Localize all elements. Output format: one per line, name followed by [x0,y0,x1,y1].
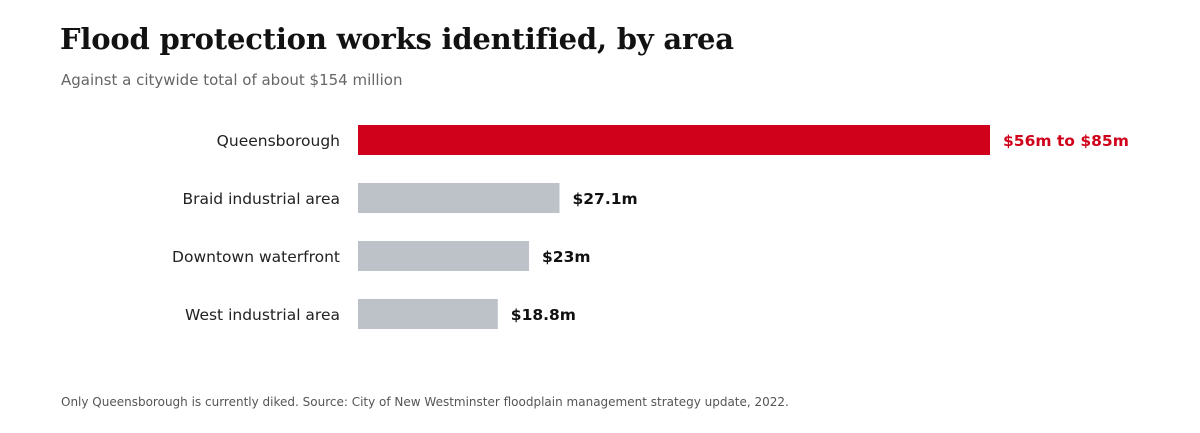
value-label-braid-industrial-area: $27.1m [572,190,637,208]
category-label-downtown-waterfront: Downtown waterfront [172,248,340,266]
bar-downtown-waterfront [358,241,530,271]
chart-title: Flood protection works identified, by ar… [60,22,734,56]
value-label-downtown-waterfront: $23m [542,248,591,266]
category-label-queensborough: Queensborough [217,132,340,150]
bar-chart: Queensborough $56m to $85m Braid industria… [172,125,1129,329]
bar-west-industrial-area [358,299,498,329]
value-label-west-industrial-area: $18.8m [511,306,576,324]
value-label-queensborough: $56m to $85m [1003,132,1129,150]
category-label-west-industrial-area: West industrial area [185,306,340,324]
source-footnote: Only Queensborough is currently diked. S… [61,395,789,409]
chart-subtitle: Against a citywide total of about $154 m… [61,71,403,89]
bars-layer: Queensborough $56m to $85m Braid industria… [172,125,1129,329]
bar-braid-industrial-area [358,183,560,213]
bar-queensborough [358,125,990,155]
category-label-braid-industrial-area: Braid industrial area [183,190,341,208]
